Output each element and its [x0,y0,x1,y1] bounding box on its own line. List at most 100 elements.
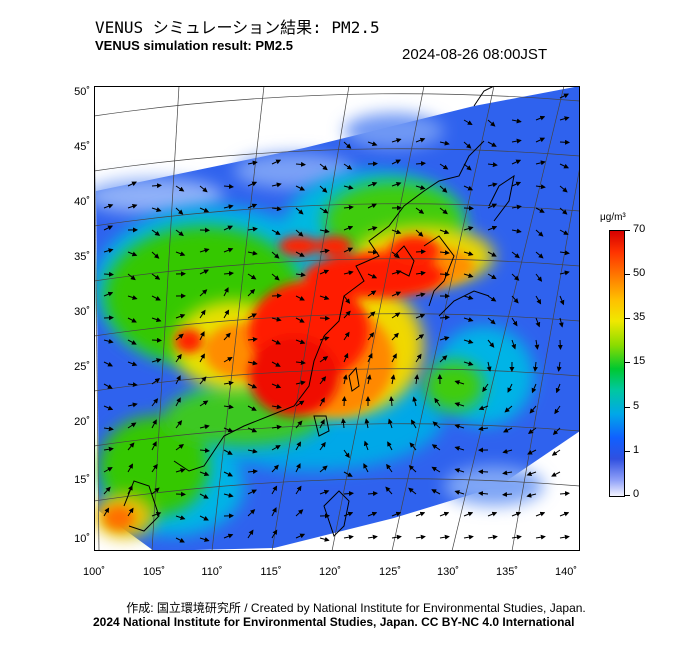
wind-arrow [151,183,162,189]
wind-arrow [199,537,210,542]
wind-arrow [391,332,399,341]
wind-arrow [551,471,561,477]
title-english: VENUS simulation result: PM2.5 [95,38,293,53]
wind-arrow [343,331,350,341]
pm25-map [94,86,580,551]
wind-arrow [454,402,465,407]
wind-arrow [223,427,234,433]
wind-arrow [103,446,114,452]
wind-arrow [343,141,352,149]
wind-arrow [127,339,137,345]
wind-arrow [271,251,280,259]
wind-arrow [175,537,185,543]
wind-arrow [391,270,402,275]
wind-arrow [557,339,563,350]
wind-arrow [507,383,513,393]
wind-arrow [271,229,281,235]
wind-arrow [487,339,495,348]
wind-arrow [295,420,303,429]
wind-arrow [199,353,205,363]
wind-arrow [526,471,537,477]
wind-arrow [127,295,138,300]
wind-arrow [487,317,496,325]
wind-arrow [271,339,282,345]
wind-arrow [127,442,135,451]
wind-arrow [343,270,354,276]
wind-arrow [487,119,496,127]
wind-arrow [295,485,302,495]
wind-arrow [223,471,234,477]
wind-arrow [247,427,258,433]
wind-arrow [247,288,256,297]
wind-arrow [439,511,450,517]
wind-arrow [127,251,138,257]
wind-arrow [367,226,378,231]
wind-arrow [319,419,325,429]
wind-arrow [487,162,498,168]
wind-arrow [463,163,472,171]
wind-arrow [247,448,258,454]
wind-arrow [511,511,522,517]
wind-arrow [199,269,210,275]
wind-arrow [175,353,182,363]
wind-arrow [223,309,230,319]
wind-arrow [271,404,282,410]
license-line: 2024 National Institute for Environmenta… [93,615,575,629]
wind-arrow [511,295,519,304]
wind-arrow [412,396,418,407]
lat-label-35: 35˚ [74,251,90,263]
wind-arrow [552,427,561,436]
wind-arrow [175,333,184,341]
wind-arrow [175,251,186,257]
wind-arrow [127,382,138,388]
wind-arrow [415,353,422,363]
wind-arrow [343,511,354,517]
wind-arrow [223,204,234,210]
wind-arrow [151,378,161,385]
wind-arrow [482,383,489,393]
wind-arrow [223,225,234,231]
wind-arrow [247,273,257,280]
wind-arrow [247,250,258,256]
wind-arrow [247,181,258,187]
wind-arrow [554,405,561,415]
wind-arrow [103,486,111,495]
lon-label-125: 125˚ [378,566,402,578]
colorbar-label-1: 1 [633,444,640,456]
wind-arrow [199,207,210,213]
wind-arrow [555,383,561,394]
wind-arrow [343,534,354,540]
colorbar-tick [624,407,630,408]
wind-arrow [415,534,426,540]
wind-arrow [319,536,330,542]
wind-arrow [319,163,328,171]
wind-arrow [367,273,378,279]
wind-arrow [367,332,375,341]
wind-arrow [343,204,354,210]
wind-arrow [175,313,186,319]
wind-arrow [559,93,570,99]
wind-arrow [535,115,546,121]
wind-arrow [295,463,301,473]
low-concentration-areas [94,113,544,506]
wind-arrow [103,426,114,432]
wind-arrow [367,311,376,319]
wind-arrow [463,317,474,322]
wind-arrow [532,361,538,372]
wind-arrow [295,441,301,451]
wind-arrow [343,163,353,170]
wind-arrow [103,467,113,473]
wind-arrow [511,534,522,540]
wind-arrow [363,440,369,451]
wind-arrow [175,207,184,215]
wind-arrow [199,448,210,453]
wind-arrow [247,529,254,539]
wind-arrow [391,229,402,235]
colorbar-unit: μg/m³ [600,212,626,223]
wind-arrow [526,492,537,498]
colorbar-label-35: 35 [633,311,646,323]
wind-arrow [478,469,489,475]
wind-arrow [319,228,330,234]
wind-arrow [478,491,489,496]
wind-arrow [559,207,568,215]
